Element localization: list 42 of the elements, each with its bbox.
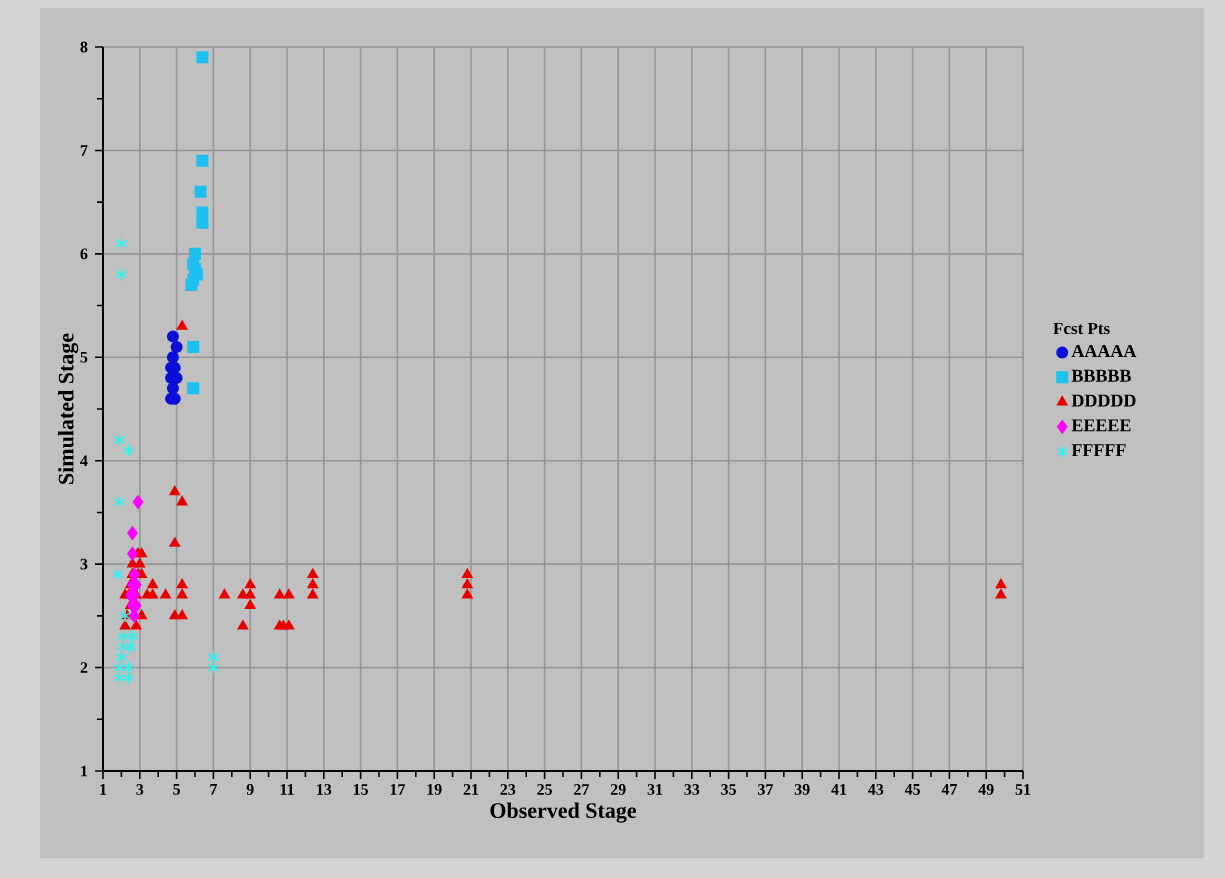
x-tick-label: 7: [210, 784, 218, 795]
x-tick-label: 25: [537, 784, 553, 795]
legend-label: BBBBB: [1071, 369, 1131, 382]
y-tick-label: 1: [81, 765, 88, 777]
y-tick-label: 2: [80, 662, 88, 673]
x-tick-label: 33: [684, 784, 700, 795]
y-tick-label: 8: [80, 41, 88, 53]
legend-label: AAAAA: [1071, 344, 1137, 357]
x-tick-label: 19: [427, 784, 442, 795]
legend-label: FFFFF: [1071, 444, 1126, 457]
y-tick-label: 5: [80, 351, 88, 363]
x-tick-label: 47: [941, 784, 958, 795]
x-tick-label: 27: [574, 784, 590, 795]
legend-label: EEEEE: [1071, 419, 1131, 432]
y-tick-label: 3: [80, 558, 88, 570]
x-tick-label: 11: [280, 784, 294, 795]
x-tick-label: 51: [1015, 784, 1031, 795]
x-tick-label: 37: [758, 784, 774, 795]
x-tick-label: 45: [904, 784, 921, 795]
x-tick-label: 17: [390, 784, 406, 795]
x-tick-label: 5: [173, 784, 181, 795]
y-axis-title: Simulated Stage: [58, 333, 79, 484]
legend-title: Fcst Pts: [1053, 322, 1110, 335]
x-tick-label: 1: [100, 784, 107, 795]
x-tick-label: 13: [317, 784, 332, 795]
x-tick-label: 21: [463, 784, 479, 795]
y-tick-label: 7: [80, 145, 88, 156]
x-tick-label: 41: [831, 784, 847, 795]
y-tick-label: 6: [80, 248, 88, 260]
x-tick-label: 29: [610, 784, 626, 795]
x-tick-label: 3: [136, 784, 144, 795]
x-tick-label: 43: [868, 784, 884, 795]
x-tick-label: 39: [794, 784, 810, 795]
x-tick-label: 9: [246, 784, 254, 795]
x-tick-label: 31: [647, 784, 663, 795]
legend-label: DDDDD: [1071, 394, 1136, 407]
x-axis-title: Observed Stage: [490, 802, 637, 823]
x-tick-label: 15: [353, 784, 369, 795]
x-tick-label: 35: [721, 784, 737, 795]
y-tick-label: 4: [80, 455, 88, 466]
x-tick-label: 23: [500, 784, 516, 795]
x-tick-label: 49: [978, 784, 994, 795]
